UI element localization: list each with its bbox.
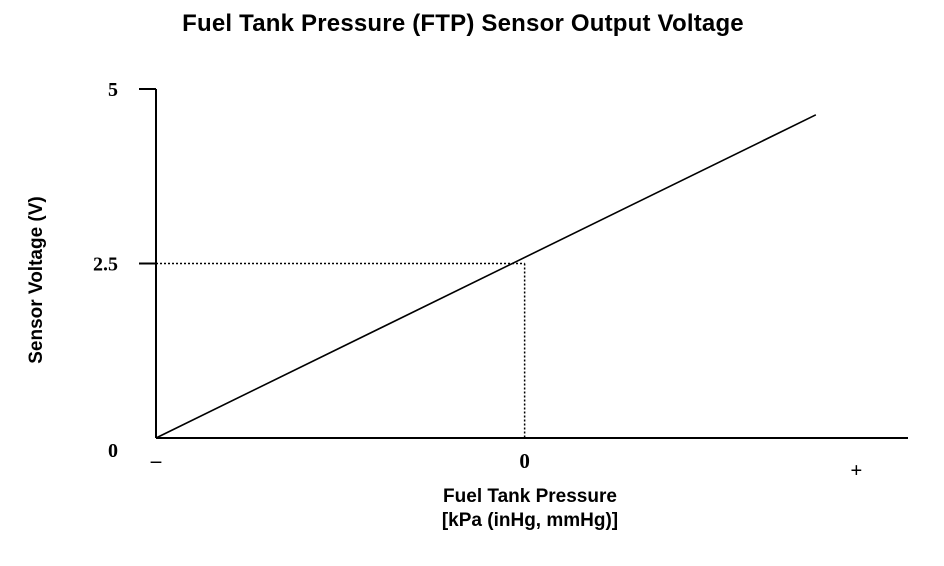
- x-axis-label: Fuel Tank Pressure [kPa (inHg, mmHg)]: [330, 485, 730, 533]
- y-tick-label-0: 0: [108, 440, 118, 462]
- x-axis-label-line2: [kPa (inHg, mmHg)]: [441, 510, 619, 531]
- y-tick-label-1: 2.5: [93, 254, 118, 276]
- series-line-0: [155, 114, 817, 439]
- x-tick-label-0: –: [150, 448, 162, 472]
- x-axis-label-line1: Fuel Tank Pressure: [443, 486, 617, 507]
- chart-title: Fuel Tank Pressure (FTP) Sensor Output V…: [182, 10, 744, 37]
- x-tick-label-2: +: [850, 458, 862, 482]
- x-tick-label-1: 0: [519, 449, 530, 473]
- y-tick-label-2: 5: [108, 79, 118, 101]
